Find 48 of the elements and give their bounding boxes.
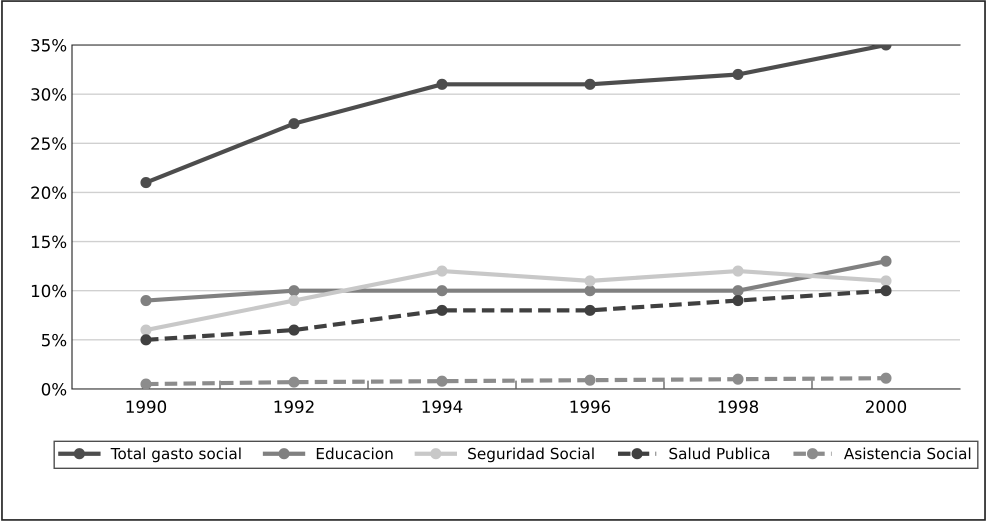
y-tick-label: 30% [31, 88, 66, 101]
point [584, 275, 596, 286]
point [140, 378, 152, 389]
point [288, 324, 300, 336]
legend-label: Salud Publica [669, 447, 770, 460]
point [436, 285, 448, 296]
point [436, 376, 448, 387]
point [584, 304, 596, 316]
point [288, 118, 300, 130]
x-tick-label: 1992 [274, 400, 314, 414]
x-tick-label: 1990 [126, 400, 166, 414]
point [140, 294, 152, 306]
y-tick-label: 0% [42, 382, 66, 396]
point [732, 266, 744, 277]
point [584, 285, 596, 296]
point [436, 266, 448, 277]
point [584, 78, 596, 90]
point [584, 374, 596, 386]
x-tick-label: 1996 [570, 400, 610, 414]
legend-label: Educacion [316, 447, 393, 460]
x-tick-label: 1998 [718, 400, 758, 414]
y-tick-label: 20% [31, 186, 66, 199]
y-tick-label: 10% [32, 284, 66, 298]
point [140, 177, 152, 188]
point [880, 256, 892, 267]
legend-label: Seguridad Social [468, 447, 594, 462]
y-tick-label: 35% [31, 38, 66, 52]
point [288, 285, 300, 296]
x-tick-label: 2000 [866, 400, 906, 414]
point [436, 304, 448, 316]
point [880, 275, 892, 286]
x-tick-label: 1994 [422, 400, 462, 414]
y-tick-label: 25% [31, 137, 66, 150]
point [880, 285, 892, 296]
point [140, 324, 152, 336]
point [288, 376, 300, 388]
point [288, 294, 300, 306]
point [732, 68, 744, 80]
y-tick-label: 5% [42, 334, 66, 346]
point [732, 285, 744, 296]
point [880, 372, 892, 384]
point [436, 78, 448, 90]
legend-label: Asistencia Social [844, 447, 970, 460]
y-tick-label: 15% [32, 236, 66, 248]
point [140, 334, 152, 346]
legend-label: Total gasto social [110, 447, 241, 462]
point [732, 294, 744, 306]
point [732, 374, 744, 385]
